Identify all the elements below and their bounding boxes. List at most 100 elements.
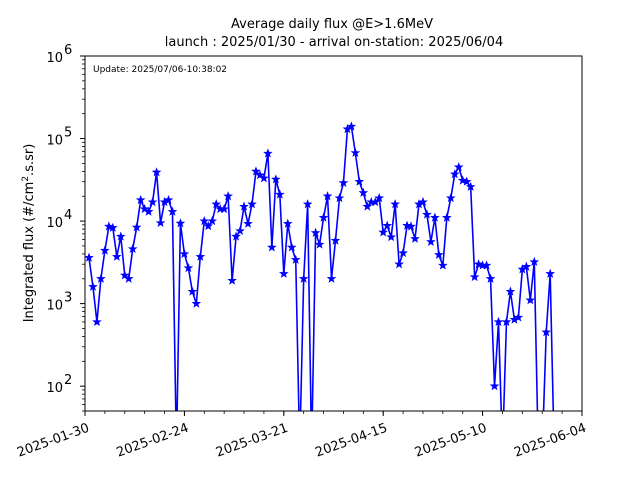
y-tick-label: 10 <box>46 381 63 396</box>
x-tick-label: 2025-01-30 <box>15 421 91 461</box>
data-point <box>143 206 154 216</box>
data-point <box>271 174 281 184</box>
data-point <box>330 235 341 245</box>
data-point <box>275 189 285 199</box>
data-point <box>263 148 273 158</box>
data-point <box>88 281 98 291</box>
data-point <box>461 176 472 186</box>
data-point <box>378 227 389 237</box>
data-point <box>469 271 480 282</box>
plot-area <box>85 121 556 411</box>
data-point <box>398 247 408 258</box>
y-axis-label: Integrated flux (#/cm2.s.sr) <box>21 144 37 323</box>
data-point <box>298 273 309 283</box>
data-point <box>163 194 174 205</box>
plot-frame <box>84 55 583 412</box>
data-point <box>422 209 432 219</box>
data-point <box>235 225 245 236</box>
y-tick-exponent: 4 <box>64 208 72 223</box>
data-point <box>374 193 385 203</box>
data-point <box>445 193 456 203</box>
data-point <box>350 147 361 157</box>
data-point <box>155 217 166 228</box>
data-point <box>127 243 138 254</box>
x-tick-label: 2025-06-04 <box>512 421 588 461</box>
data-point <box>541 327 552 337</box>
y-tick-base: 10 <box>46 299 63 314</box>
y-tick-base: 10 <box>46 216 63 231</box>
data-point <box>243 218 253 228</box>
data-point <box>326 273 337 283</box>
data-point <box>104 221 114 231</box>
data-point <box>521 261 532 271</box>
y-tick-base: 10 <box>46 134 63 149</box>
data-point <box>179 248 190 259</box>
data-point <box>505 286 516 296</box>
data-point <box>231 231 241 241</box>
data-point <box>151 167 162 177</box>
data-point <box>334 193 345 203</box>
update-annotation: Update: 2025/07/06-10:38:02 <box>93 65 227 75</box>
data-point <box>135 194 146 205</box>
data-point <box>207 216 218 226</box>
data-point <box>473 259 484 269</box>
data-point <box>108 222 118 232</box>
data-point <box>485 273 496 283</box>
y-axis-label-main: Integrated flux (#/cm <box>22 182 37 323</box>
y-tick-label: 10 <box>46 299 63 314</box>
data-point <box>175 218 186 228</box>
y-tick-exponent: 3 <box>64 291 72 306</box>
data-point <box>282 218 293 228</box>
y-tick-label: 10 <box>46 134 63 149</box>
y-tick-base: 10 <box>46 381 63 396</box>
x-axis: 2025-01-30 2025-02-24 2025-03-21 2025-04-15… <box>15 411 588 461</box>
data-point <box>139 203 150 214</box>
data-point <box>390 199 400 209</box>
data-point <box>418 197 428 207</box>
x-tick-label: 2025-03-21 <box>214 421 290 461</box>
data-point <box>426 236 436 246</box>
data-point <box>438 260 448 270</box>
data-point <box>223 191 233 201</box>
data-point <box>358 187 369 197</box>
y-tick-label: 10 <box>46 216 63 231</box>
data-point <box>111 251 122 261</box>
data-point <box>187 286 198 296</box>
data-point <box>219 203 229 214</box>
data-point <box>310 227 321 237</box>
y-tick-exponent: 5 <box>64 126 72 141</box>
data-point <box>278 268 289 278</box>
data-point <box>290 254 301 264</box>
data-point <box>410 233 420 243</box>
data-point <box>302 199 313 209</box>
x-tick-label: 2025-04-15 <box>313 421 389 461</box>
data-point <box>119 270 130 280</box>
data-point <box>85 252 94 262</box>
data-point <box>96 273 106 283</box>
data-point <box>406 221 416 231</box>
data-point <box>286 242 297 252</box>
data-point <box>267 242 277 252</box>
y-tick-base: 10 <box>46 51 63 66</box>
data-point <box>239 201 249 211</box>
data-point <box>322 191 333 201</box>
y-tick-label: 10 <box>46 51 63 66</box>
y-axis-label-tail: .s.sr) <box>22 144 37 176</box>
data-point <box>545 268 556 278</box>
series-group <box>85 121 556 411</box>
data-point <box>191 298 202 308</box>
x-tick-label: 2025-02-24 <box>115 421 191 461</box>
data-point <box>251 166 261 176</box>
data-point <box>525 295 536 305</box>
chart-title: Average daily flux @E>1.6MeV <box>231 17 433 32</box>
data-point <box>247 199 257 209</box>
data-point <box>394 259 404 269</box>
data-point <box>362 201 373 211</box>
data-point <box>354 176 365 186</box>
data-point <box>131 222 142 232</box>
chart-subtitle: launch : 2025/01/30 - arrival on-station… <box>165 35 503 50</box>
data-point <box>314 239 325 249</box>
data-point <box>183 262 194 273</box>
data-point <box>449 169 460 179</box>
